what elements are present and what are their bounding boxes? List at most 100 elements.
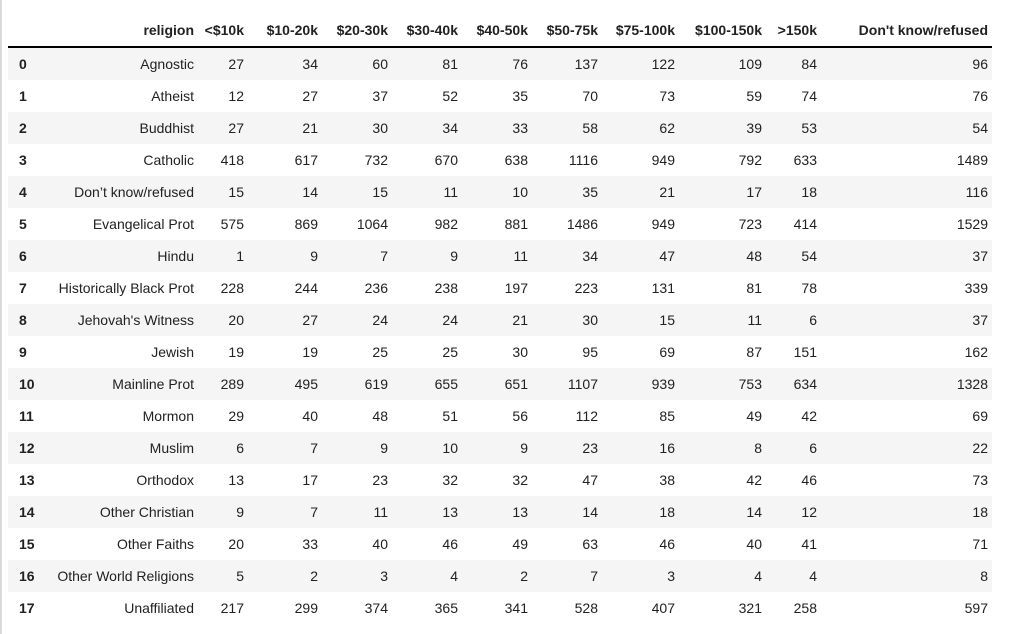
row-index: 12 — [19, 440, 35, 456]
value-cell: 633 — [793, 152, 817, 168]
value-cell: 76 — [512, 56, 528, 72]
table-row: 7 Historically Black Prot 228 244 236 238 197 2… — [8, 272, 992, 304]
value-cell: 13 — [512, 504, 528, 520]
value-cell: 15 — [659, 312, 675, 328]
value-cell: 73 — [659, 88, 675, 104]
religion-cell: Historically Black Prot — [58, 280, 194, 296]
value-cell: 418 — [220, 152, 244, 168]
value-cell: 42 — [801, 408, 817, 424]
value-cell: 116 — [965, 184, 988, 200]
religion-cell: Jehovah's Witness — [77, 312, 194, 328]
value-cell: 228 — [220, 280, 244, 296]
value-cell: 14 — [302, 184, 318, 200]
row-index: 2 — [19, 120, 27, 136]
value-cell: 39 — [746, 120, 762, 136]
value-cell: 7 — [380, 248, 388, 264]
row-index: 8 — [19, 312, 27, 328]
value-cell: 1529 — [956, 216, 988, 232]
value-cell: 19 — [228, 344, 244, 360]
religion-cell: Jewish — [151, 344, 194, 360]
value-cell: 56 — [512, 408, 528, 424]
value-cell: 95 — [582, 344, 598, 360]
value-cell: 27 — [228, 56, 244, 72]
value-cell: 4 — [809, 568, 817, 584]
value-cell: 51 — [442, 408, 458, 424]
value-cell: 982 — [434, 216, 458, 232]
value-cell: 24 — [442, 312, 458, 328]
value-cell: 1107 — [567, 376, 598, 392]
value-cell: 30 — [582, 312, 598, 328]
value-cell: 37 — [972, 312, 988, 328]
table-row: 16 Other World Religions 5 2 3 4 2 7 3 4 4 8 — [8, 560, 992, 592]
table-row: 0 Agnostic 27 34 60 81 76 137 122 109 84 96 — [8, 47, 992, 80]
value-cell: 63 — [582, 536, 598, 552]
value-cell: 162 — [964, 344, 988, 360]
value-cell: 4 — [450, 568, 458, 584]
value-cell: 37 — [372, 88, 388, 104]
value-cell: 1489 — [956, 152, 988, 168]
value-cell: 2 — [520, 568, 528, 584]
value-cell: 84 — [801, 56, 817, 72]
value-cell: 23 — [582, 440, 598, 456]
value-cell: 37 — [972, 248, 988, 264]
value-cell: 16 — [659, 440, 675, 456]
value-cell: 122 — [651, 56, 675, 72]
value-cell: 15 — [372, 184, 388, 200]
value-cell: 34 — [442, 120, 458, 136]
value-cell: 9 — [380, 440, 388, 456]
row-index: 6 — [19, 248, 27, 264]
row-index: 13 — [19, 472, 35, 488]
value-cell: 9 — [520, 440, 528, 456]
value-cell: 14 — [746, 504, 762, 520]
value-cell: 753 — [738, 376, 762, 392]
row-index: 5 — [19, 216, 27, 232]
value-cell: 617 — [294, 152, 318, 168]
value-cell: 96 — [972, 56, 988, 72]
value-cell: 5 — [236, 568, 244, 584]
value-cell: 32 — [512, 472, 528, 488]
value-cell: 13 — [442, 504, 458, 520]
value-cell: 21 — [512, 312, 528, 328]
value-cell: 78 — [801, 280, 817, 296]
value-cell: 8 — [980, 568, 988, 584]
value-cell: 131 — [651, 280, 675, 296]
value-cell: 258 — [793, 600, 817, 616]
value-cell: 6 — [809, 312, 817, 328]
value-cell: 29 — [228, 408, 244, 424]
column-header-100-150k: $100-150k — [679, 14, 766, 48]
value-cell: 939 — [651, 376, 675, 392]
religion-cell: Atheist — [151, 88, 194, 104]
value-cell: 3 — [380, 568, 388, 584]
table-row: 6 Hindu 1 9 7 9 11 34 47 48 54 37 — [8, 240, 992, 272]
row-index: 17 — [19, 600, 35, 616]
value-cell: 17 — [746, 184, 762, 200]
value-cell: 40 — [302, 408, 318, 424]
table-row: 1 Atheist 12 27 37 52 35 70 73 59 74 76 — [8, 80, 992, 112]
value-cell: 58 — [582, 120, 598, 136]
column-header-30-40k: $30-40k — [392, 14, 462, 48]
value-cell: 651 — [504, 376, 528, 392]
value-cell: 48 — [372, 408, 388, 424]
value-cell: 792 — [738, 152, 762, 168]
value-cell: 33 — [512, 120, 528, 136]
religion-cell: Other Christian — [99, 504, 194, 520]
value-cell: 25 — [442, 344, 458, 360]
value-cell: 9 — [450, 248, 458, 264]
value-cell: 40 — [372, 536, 388, 552]
religion-cell: Hindu — [157, 248, 194, 264]
value-cell: 236 — [364, 280, 388, 296]
value-cell: 6 — [236, 440, 244, 456]
value-cell: 151 — [793, 344, 817, 360]
value-cell: 81 — [442, 56, 458, 72]
value-cell: 732 — [364, 152, 388, 168]
value-cell: 71 — [972, 536, 988, 552]
religion-cell: Other Faiths — [116, 536, 194, 552]
value-cell: 48 — [746, 248, 762, 264]
value-cell: 407 — [651, 600, 675, 616]
value-cell: 34 — [302, 56, 318, 72]
column-header-under-10k: <$10k — [198, 14, 248, 48]
value-cell: 112 — [575, 408, 598, 424]
value-cell: 14 — [582, 504, 598, 520]
value-cell: 13 — [228, 472, 244, 488]
value-cell: 9 — [236, 504, 244, 520]
